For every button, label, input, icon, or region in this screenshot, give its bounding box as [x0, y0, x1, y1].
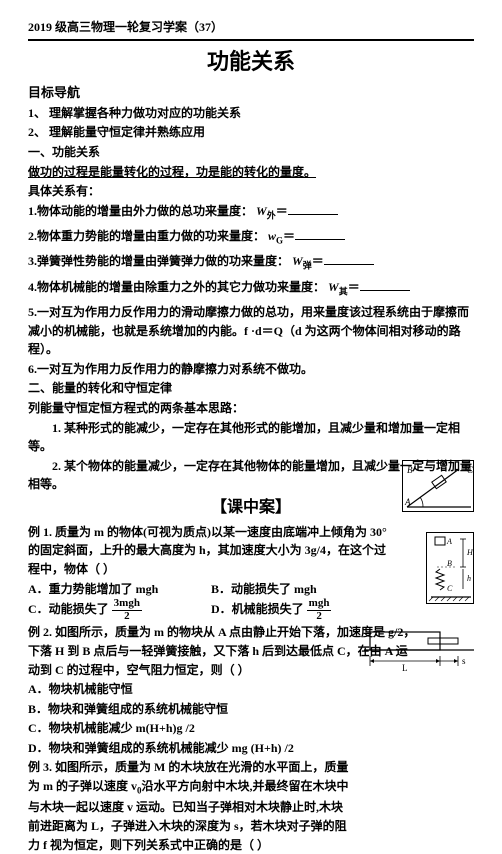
pt3-eq: ＝: [312, 254, 324, 268]
pt3-sub: 弹: [303, 261, 312, 271]
pt3-sym: W: [292, 254, 303, 268]
svg-text:L: L: [402, 663, 408, 673]
pt4-sub: 其: [339, 286, 348, 296]
pt1-text: 1.物体动能的增量由外力做的总功来量度：: [28, 204, 253, 218]
section-1-head: 一、功能关系: [28, 143, 474, 162]
ex1-opt-a: A．重力势能增加了 mgh: [28, 580, 211, 599]
frac-num: mgh: [307, 598, 332, 611]
worksheet-header: 2019 级高三物理一轮复习学案（37）: [28, 18, 474, 41]
ex2-opt-b: B．物块和弹簧组成的系统机械能守恒: [28, 700, 418, 719]
ex1-d-frac: mgh2: [307, 598, 332, 622]
pt2-text: 2.物体重力势能的增量由重力做的功来量度：: [28, 229, 265, 243]
ex1-options: A．重力势能增加了 mgh B．动能损失了 mgh C．动能损失了 3mgh2 …: [28, 580, 474, 623]
blank-1: [288, 203, 338, 215]
goal-1: 1、 理解掌握各种力做功对应的功能关系: [28, 104, 474, 123]
ex1-d-pre: D．机械能损失了: [211, 602, 307, 616]
ex1-opt-b: B．动能损失了 mgh: [211, 580, 394, 599]
point-2: 2.物体重力势能的增量由重力做的功来量度： wG＝: [28, 227, 474, 248]
point-5: 5.一对互为作用力反作用力的滑动摩擦力做的总功，用来量度该过程系统由于摩擦而减小…: [28, 303, 474, 359]
page-title: 功能关系: [28, 45, 474, 79]
figure-incline: B C A: [402, 460, 474, 512]
section-2-l1: 列能量守恒定恒方程式的两条基本思路：: [28, 399, 474, 418]
ex1-c-pre: C．动能损失了: [28, 602, 112, 616]
pt2-sub: G: [276, 236, 283, 246]
svg-text:C: C: [447, 584, 453, 593]
svg-text:C: C: [467, 465, 474, 475]
ex2-opt-a: A．物块机械能守恒: [28, 680, 418, 699]
frac-den: 2: [307, 611, 332, 623]
svg-text:B: B: [407, 465, 413, 475]
example-1: 例 1. 质量为 m 的物体(可视为质点)以某一速度由底端冲上倾角为 30°的固…: [28, 523, 474, 579]
pt1-sub: 外: [267, 210, 276, 220]
section-2-l2: 1. 某种形式的能减少，一定存在其他形式的能增加，且减少量和增加量一定相等。: [28, 419, 474, 456]
frac-num: 3mgh: [112, 598, 142, 611]
svg-text:H: H: [466, 548, 474, 557]
section-2-head: 二、能量的转化和守恒定律: [28, 379, 474, 398]
ex1-opt-c: C．动能损失了 3mgh2: [28, 598, 211, 622]
pt4-eq: ＝: [348, 280, 360, 294]
svg-text:A: A: [404, 497, 411, 507]
section-1-underlined: 做功的过程是能量转化的过程，功是能的转化的量度。: [28, 165, 316, 179]
goal-2: 2、 理解能量守恒定律并熟练应用: [28, 123, 474, 142]
figure-spring: A H B h C: [426, 532, 474, 604]
ex1-c-frac: 3mgh2: [112, 598, 142, 622]
frac-den: 2: [112, 611, 142, 623]
pt3-text: 3.弹簧弹性势能的增量由弹簧弹力做的功来量度：: [28, 254, 289, 268]
point-4: 4.物体机械能的增量由除重力之外的其它力做功来量度： W其＝: [28, 278, 474, 299]
figure-bullet-block: L s: [364, 626, 474, 682]
pt2-eq: ＝: [283, 229, 295, 243]
ex2-options: A．物块机械能守恒 B．物块和弹簧组成的系统机械能守恒 C．物块机械能减少 m(…: [28, 680, 474, 757]
example-3: 例 3. 如图所示，质量为 M 的木块放在光滑的水平面上，质量为 m 的子弹以速…: [28, 758, 474, 854]
blank-3: [324, 253, 374, 265]
svg-text:A: A: [446, 537, 452, 546]
pt1-eq: ＝: [276, 204, 288, 218]
svg-text:h: h: [467, 574, 471, 583]
pt4-sym: W: [328, 280, 339, 294]
point-1: 1.物体动能的增量由外力做的总功来量度： W外＝: [28, 202, 474, 223]
pt2-sym: w: [268, 229, 276, 243]
point-6: 6.一对互为作用力反作用力的静摩擦力对系统不做功。: [28, 360, 474, 379]
svg-text:B: B: [447, 559, 452, 568]
pt4-text: 4.物体机械能的增量由除重力之外的其它力做功来量度：: [28, 280, 325, 294]
point-3: 3.弹簧弹性势能的增量由弹簧弹力做的功来量度： W弹＝: [28, 252, 474, 273]
svg-text:s: s: [462, 656, 466, 666]
section-1-line-1: 做功的过程是能量转化的过程，功是能的转化的量度。: [28, 163, 474, 182]
blank-2: [295, 228, 345, 240]
ex2-opt-d: D．物块和弹簧组成的系统机械能减少 mg (H+h) /2: [28, 739, 418, 758]
ex2-opt-c: C．物块机械能减少 m(H+h)g /2: [28, 719, 418, 738]
nav-heading: 目标导航: [28, 83, 474, 103]
section-1-line-2: 具体关系有：: [28, 182, 474, 201]
blank-4: [360, 279, 410, 291]
ex1-opt-d: D．机械能损失了 mgh2: [211, 598, 394, 622]
pt1-sym: W: [256, 204, 267, 218]
